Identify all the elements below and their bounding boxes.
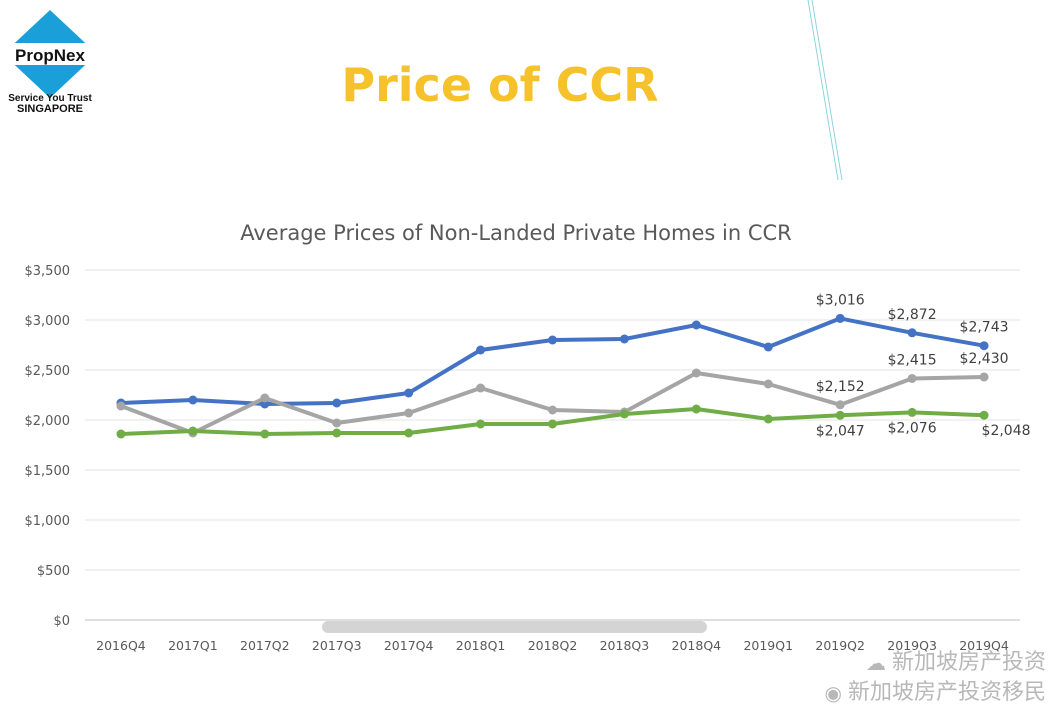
data-point bbox=[548, 405, 557, 415]
x-tick-label: 2018Q3 bbox=[600, 638, 650, 653]
data-point bbox=[907, 328, 917, 338]
data-point bbox=[691, 404, 701, 414]
data-point bbox=[188, 426, 198, 436]
x-tick-label: 2019Q2 bbox=[815, 638, 865, 653]
data-label: $2,430 bbox=[960, 351, 1009, 367]
logo-tagline: Service You Trust bbox=[8, 93, 92, 104]
data-point bbox=[763, 379, 773, 389]
data-point bbox=[476, 383, 486, 393]
slide-title: Price of CCR bbox=[341, 58, 659, 112]
propnex-logo: PropNex Service You Trust SINGAPORE bbox=[0, 10, 100, 115]
data-point bbox=[763, 342, 773, 352]
x-tick-label: 2018Q2 bbox=[528, 638, 578, 653]
data-point bbox=[907, 374, 917, 383]
x-tick-label: 2017Q2 bbox=[240, 638, 290, 653]
x-tick-label: 2016Q4 bbox=[96, 638, 146, 653]
x-tick-label: 2018Q4 bbox=[672, 638, 722, 653]
data-point bbox=[404, 428, 414, 438]
y-tick-label: $1,500 bbox=[25, 464, 71, 479]
y-tick-label: $0 bbox=[53, 614, 70, 629]
y-tick-label: $3,000 bbox=[25, 314, 71, 329]
data-label: $2,048 bbox=[982, 423, 1031, 439]
data-point bbox=[835, 410, 845, 420]
x-tick-label: 2017Q3 bbox=[312, 638, 362, 653]
weibo-icon: ◉ bbox=[824, 681, 842, 705]
data-point bbox=[116, 401, 126, 411]
data-point bbox=[763, 414, 773, 424]
data-point bbox=[476, 419, 486, 429]
data-point bbox=[404, 388, 414, 398]
y-tick-label: $3,500 bbox=[25, 264, 71, 279]
data-point bbox=[979, 341, 989, 351]
y-tick-label: $2,000 bbox=[25, 414, 71, 429]
scrollbar-thumb bbox=[322, 621, 707, 633]
y-tick-label: $500 bbox=[37, 564, 70, 579]
data-point bbox=[691, 368, 701, 378]
data-point bbox=[332, 398, 342, 408]
data-point bbox=[619, 409, 629, 419]
data-point bbox=[260, 429, 270, 439]
chart-title: Average Prices of Non-Landed Private Hom… bbox=[240, 221, 792, 245]
watermark: ☁ 新加坡房产投资 ◉ 新加坡房产投资移民 bbox=[825, 648, 1046, 708]
y-tick-label: $2,500 bbox=[25, 364, 71, 379]
data-point bbox=[188, 395, 198, 405]
data-point bbox=[332, 428, 342, 438]
logo-country: SINGAPORE bbox=[17, 103, 83, 115]
data-point bbox=[548, 419, 557, 429]
data-point bbox=[260, 393, 270, 403]
x-tick-label: 2019Q1 bbox=[743, 638, 793, 653]
data-point bbox=[548, 335, 557, 345]
x-tick-label: 2017Q4 bbox=[384, 638, 434, 653]
data-label: $3,016 bbox=[816, 292, 865, 308]
data-point bbox=[835, 400, 845, 410]
data-point bbox=[404, 408, 414, 418]
data-label: $2,415 bbox=[888, 353, 937, 369]
data-label: $2,076 bbox=[888, 420, 937, 436]
y-tick-label: $1,000 bbox=[25, 514, 71, 529]
data-label: $2,047 bbox=[816, 423, 865, 439]
x-tick-label: 2019Q3 bbox=[887, 638, 937, 653]
data-point bbox=[979, 372, 989, 382]
data-point bbox=[907, 407, 917, 417]
wechat-icon: ☁ bbox=[865, 651, 886, 675]
x-tick-label: 2018Q1 bbox=[456, 638, 506, 653]
data-point bbox=[619, 334, 629, 344]
data-label: $2,152 bbox=[816, 379, 865, 395]
logo-brand: PropNex bbox=[15, 46, 85, 65]
x-tick-label: 2019Q4 bbox=[959, 638, 1009, 653]
x-tick-label: 2017Q1 bbox=[168, 638, 218, 653]
data-point bbox=[979, 410, 989, 420]
data-point bbox=[691, 320, 701, 330]
data-label: $2,872 bbox=[888, 307, 937, 323]
data-point bbox=[332, 418, 342, 428]
data-point bbox=[116, 429, 126, 439]
watermark-line1: 新加坡房产投资 bbox=[891, 650, 1046, 675]
data-point bbox=[476, 345, 486, 355]
watermark-line2: 新加坡房产投资移民 bbox=[847, 680, 1046, 705]
data-point bbox=[835, 313, 845, 323]
data-label: $2,743 bbox=[960, 320, 1009, 336]
